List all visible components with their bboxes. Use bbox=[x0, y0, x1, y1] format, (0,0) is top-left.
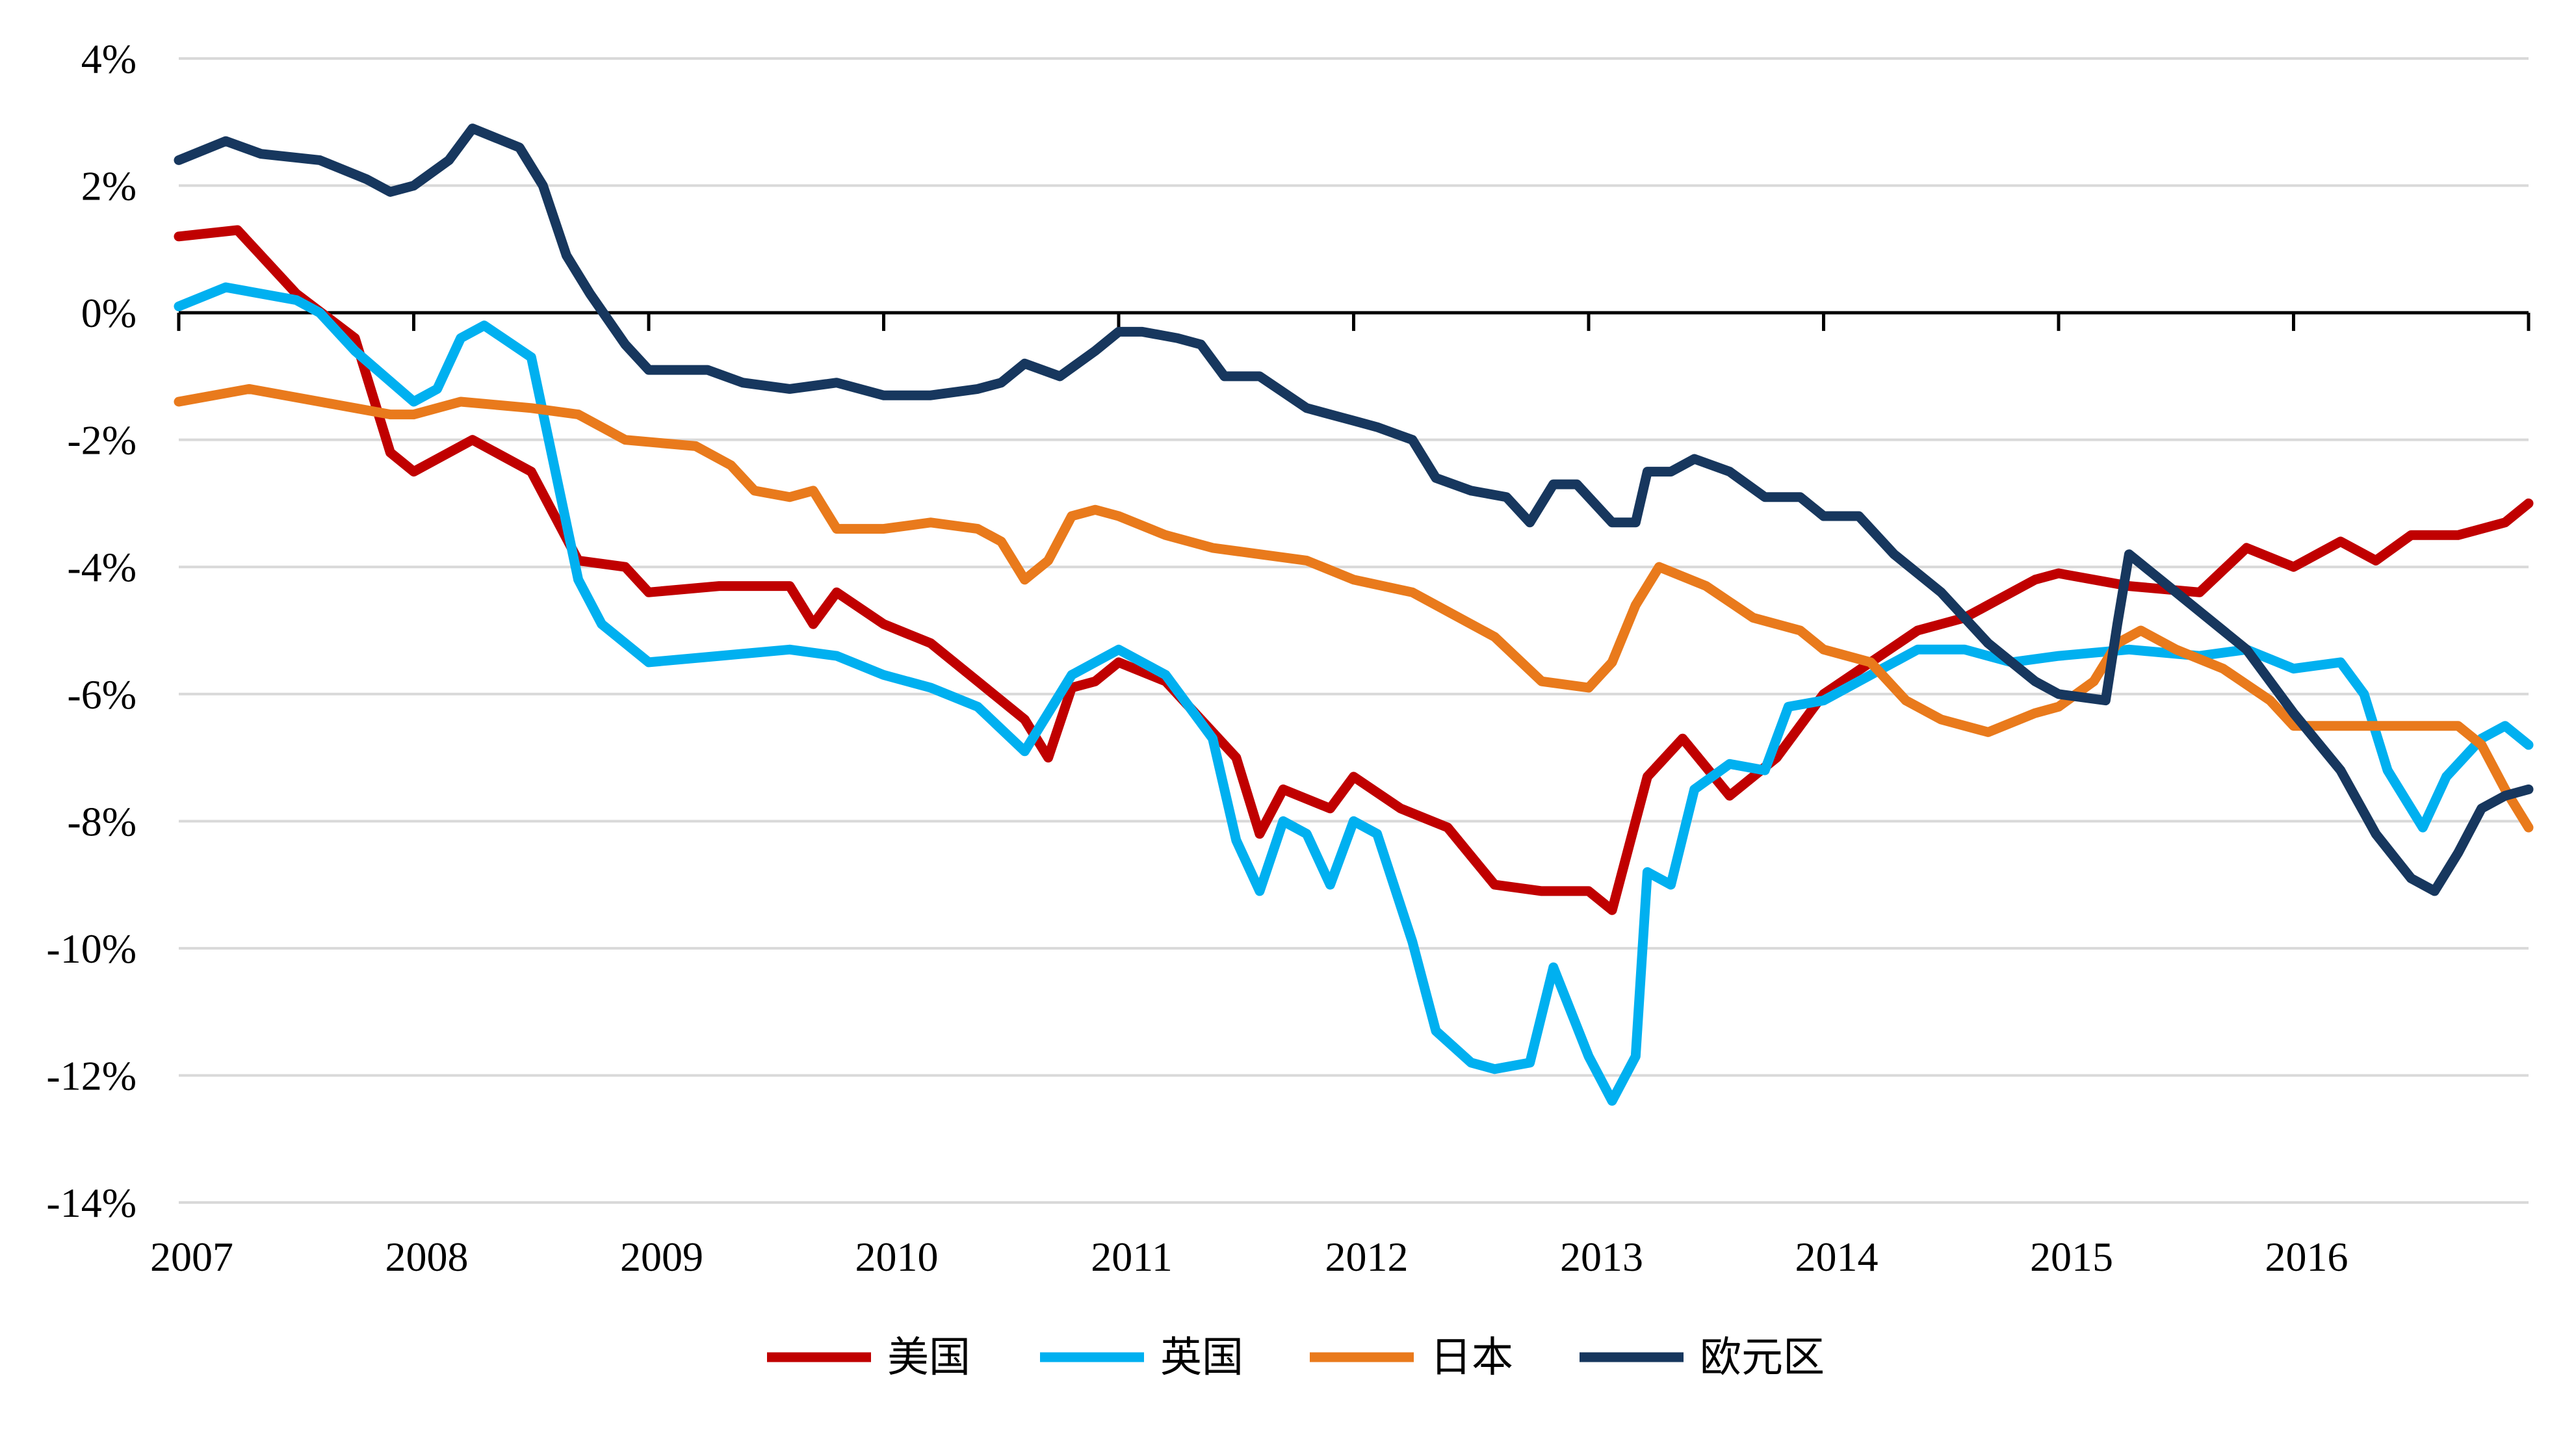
x-axis-labels: 2007 2008 2009 2010 2011 2012 2013 2014 2015 2016 bbox=[150, 1234, 2348, 1280]
y-tick-label: -8% bbox=[67, 798, 137, 844]
legend-label: 欧元区 bbox=[1700, 1334, 1825, 1382]
y-tick-label: 2% bbox=[81, 163, 137, 209]
y-tick-label: -6% bbox=[67, 671, 137, 718]
y-tick-label: -10% bbox=[46, 926, 137, 972]
legend-label: 美国 bbox=[887, 1334, 970, 1382]
x-tick-label: 2016 bbox=[2265, 1234, 2348, 1280]
x-tick-label: 2009 bbox=[620, 1234, 703, 1280]
y-tick-label: -12% bbox=[46, 1052, 137, 1098]
series-lines bbox=[174, 124, 2534, 1106]
legend-label: 英国 bbox=[1160, 1334, 1243, 1382]
legend: 美国 英国 日本 欧元区 bbox=[767, 1334, 1825, 1382]
x-tick-label: 2013 bbox=[1560, 1234, 1643, 1280]
x-tick-label: 2012 bbox=[1325, 1234, 1409, 1280]
x-tick-label: 2015 bbox=[2030, 1234, 2113, 1280]
y-axis-labels: 4% 2% 0% -2% -4% -6% -8% -10% -12% -14% bbox=[46, 36, 137, 1226]
legend-label: 日本 bbox=[1430, 1334, 1513, 1382]
x-tick-label: 2007 bbox=[150, 1234, 233, 1280]
x-axis bbox=[177, 311, 2530, 332]
series-line-3 bbox=[174, 124, 2534, 896]
y-tick-label: 4% bbox=[81, 36, 137, 82]
y-tick-label: -2% bbox=[67, 417, 137, 463]
y-tick-label: -14% bbox=[46, 1180, 137, 1226]
x-tick-label: 2014 bbox=[1795, 1234, 1879, 1280]
series-line-1 bbox=[174, 282, 2534, 1106]
x-tick-label: 2008 bbox=[385, 1234, 469, 1280]
series-line-0 bbox=[174, 225, 2534, 915]
y-tick-label: 0% bbox=[81, 290, 137, 336]
y-tick-label: -4% bbox=[67, 544, 137, 590]
series-line-2 bbox=[174, 384, 2534, 833]
x-tick-label: 2010 bbox=[855, 1234, 939, 1280]
gridlines bbox=[179, 57, 2529, 1204]
x-tick-label: 2011 bbox=[1091, 1234, 1173, 1280]
